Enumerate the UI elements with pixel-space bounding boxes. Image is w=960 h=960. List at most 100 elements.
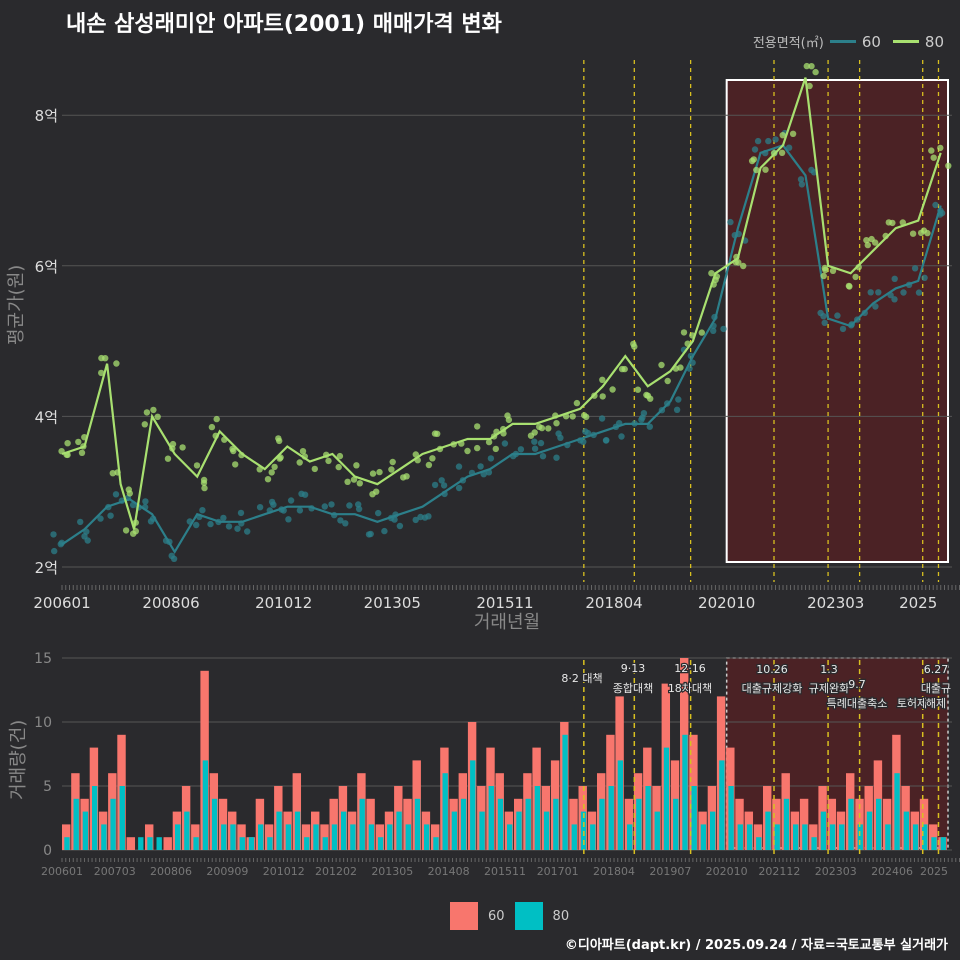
bar-80 (73, 798, 79, 850)
bar-80 (396, 811, 402, 850)
data-point-60 (751, 146, 759, 153)
bar-80 (414, 798, 421, 850)
data-point-80 (630, 340, 637, 348)
data-point-80 (275, 435, 282, 442)
data-point-60 (97, 515, 104, 522)
data-point-60 (590, 431, 597, 439)
data-point-60 (911, 265, 919, 272)
y-tick-label-bottom: 15 (34, 651, 52, 667)
data-point-80 (599, 393, 606, 400)
data-point-80 (945, 162, 952, 169)
data-point-60 (932, 201, 939, 209)
bar-80 (175, 824, 181, 850)
data-point-80 (150, 406, 157, 414)
bar-80 (737, 824, 743, 850)
data-point-60 (321, 503, 328, 510)
data-point-80 (779, 132, 786, 139)
data-point-60 (577, 437, 584, 444)
data-point-60 (797, 176, 805, 183)
data-point-60 (531, 445, 539, 452)
data-point-80 (889, 219, 896, 227)
x-tick-label-bottom: 202406 (871, 865, 913, 878)
data-point-80 (770, 150, 778, 157)
bar-80 (184, 811, 190, 850)
data-point-60 (225, 523, 233, 530)
data-point-80 (376, 468, 383, 476)
y-axis-label-volume: 거래량(건) (8, 719, 29, 800)
data-point-80 (344, 478, 351, 485)
data-point-80 (864, 241, 871, 249)
data-point-80 (573, 399, 581, 407)
bar-80 (479, 811, 485, 850)
bar-80 (931, 837, 937, 850)
data-point-80 (698, 329, 705, 336)
bar-80 (92, 786, 98, 850)
x-tick-label-bottom: 201408 (428, 865, 470, 878)
data-point-60 (412, 516, 419, 524)
data-point-80 (80, 443, 87, 450)
data-point-80 (323, 451, 330, 458)
bar-80 (562, 734, 568, 850)
data-point-80 (58, 448, 65, 455)
x-tick-label: 201012 (255, 594, 312, 612)
data-point-60 (646, 423, 653, 430)
data-point-60 (238, 520, 245, 527)
data-point-60 (118, 497, 126, 504)
data-point-80 (820, 272, 827, 280)
bar-80 (719, 760, 725, 850)
legend-bottom-item-80: 80 (552, 908, 570, 924)
data-point-80 (504, 412, 511, 419)
data-point-80 (450, 441, 457, 448)
data-point-60 (477, 463, 484, 470)
data-point-60 (331, 511, 338, 519)
data-point-60 (686, 365, 693, 372)
data-point-60 (905, 281, 913, 288)
data-point-60 (296, 507, 304, 514)
data-point-80 (492, 445, 499, 453)
data-point-60 (808, 166, 815, 174)
x-tick-label-bottom: 200909 (206, 865, 248, 878)
bar-80 (341, 811, 347, 850)
bar-80 (885, 824, 891, 850)
legend-bottom: 60 80 (450, 902, 569, 930)
x-tick-label-bottom: 200601 (41, 865, 83, 878)
bar-80 (571, 824, 577, 850)
legend-bottom-swatch-60 (450, 902, 478, 930)
bar-80 (285, 824, 292, 850)
bar-80 (202, 760, 209, 850)
data-point-80 (400, 474, 407, 481)
legend-item-60: 60 (861, 32, 881, 51)
data-point-60 (480, 471, 487, 478)
bar-80 (746, 824, 753, 850)
data-point-60 (440, 482, 448, 489)
y-tick-label-bottom: 5 (43, 779, 52, 795)
data-point-80 (201, 484, 208, 492)
data-point-80 (113, 360, 120, 367)
data-point-60 (381, 527, 388, 535)
data-point-80 (373, 488, 380, 495)
bar-80 (258, 824, 264, 850)
data-point-80 (852, 273, 859, 281)
data-point-80 (369, 470, 377, 477)
bar-80 (424, 824, 430, 850)
bar-80 (525, 798, 531, 850)
bar-80 (820, 811, 827, 850)
data-point-80 (169, 440, 177, 448)
data-point-60 (710, 322, 717, 329)
legend-top: 전용면적(㎡) 60 80 (753, 32, 950, 52)
data-point-80 (930, 154, 937, 161)
data-point-60 (455, 484, 463, 492)
data-point-80 (672, 365, 680, 372)
data-point-80 (490, 433, 498, 440)
bar-80 (922, 824, 928, 850)
bar-80 (451, 811, 458, 850)
bar-80 (110, 798, 116, 850)
data-point-80 (193, 462, 201, 469)
x-tick-label-bottom: 201012 (263, 865, 305, 878)
data-point-60 (328, 501, 335, 508)
data-point-80 (634, 386, 642, 393)
data-point-80 (296, 459, 303, 466)
data-point-80 (141, 421, 148, 428)
data-point-80 (311, 465, 318, 473)
